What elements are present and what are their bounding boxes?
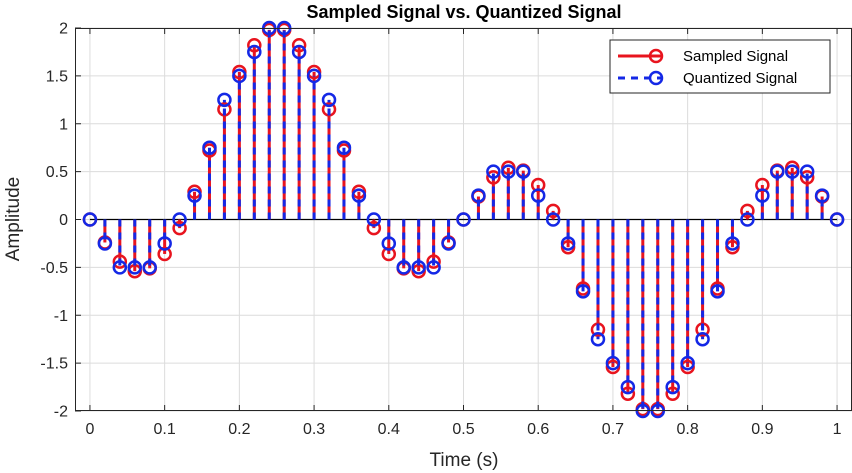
stem-marker [560, 236, 576, 251]
stem-marker [291, 44, 307, 60]
stem-marker [755, 177, 770, 193]
stem-marker [545, 203, 561, 219]
stem-marker [381, 236, 397, 251]
stem-marker [725, 236, 740, 251]
stem-marker [665, 386, 680, 402]
stem-marker [680, 355, 695, 371]
stem-marker [127, 260, 143, 275]
legend-box [609, 39, 831, 94]
stem-marker [501, 164, 516, 179]
y-axis-ticks: -2 -1.5 -1 -0.5 0 0.5 1 1.5 2 [40, 21, 81, 421]
y-axis-label: Amplitude [3, 177, 24, 262]
stem-marker [411, 260, 426, 275]
x-tick-label: 0.4 [378, 421, 400, 438]
stem-marker [366, 212, 382, 227]
y-tick-label: 1.5 [46, 68, 68, 85]
x-tick-label: 0.2 [228, 421, 250, 438]
x-tick-label: 0.9 [751, 421, 773, 438]
stem-marker [755, 188, 770, 203]
stem-marker [620, 379, 636, 395]
x-tick-label: 0.6 [527, 421, 549, 438]
stem-marker [396, 260, 411, 275]
legend: Sampled Signal Quantized Signal [609, 39, 831, 94]
y-tick-label: 0.5 [46, 164, 68, 181]
legend-marker [648, 70, 664, 86]
stem-marker [112, 254, 128, 269]
y-tick-label: 2 [59, 21, 68, 38]
stem-marker [157, 246, 172, 262]
x-axis-ticks: 0 0.1 0.2 0.3 0.4 0.5 0.6 0.7 0.8 0.9 1 [85, 28, 842, 438]
x-tick-label: 0.7 [602, 421, 624, 438]
y-tick-label: -1 [54, 308, 68, 325]
y-tick-label: -2 [54, 404, 68, 421]
y-tick-label: 1 [59, 116, 68, 133]
stem-marker [799, 170, 815, 185]
stem-marker [441, 236, 456, 251]
stem-marker [366, 220, 382, 236]
stem-marker [306, 68, 322, 84]
stem-marker [321, 92, 337, 108]
stem-marker [530, 188, 546, 203]
stem-marker [232, 68, 247, 84]
x-tick-label: 1 [833, 421, 842, 438]
y-tick-label: -0.5 [40, 260, 68, 277]
stem-marker [426, 260, 441, 275]
stem-marker [620, 386, 636, 402]
x-tick-label: 0.1 [154, 421, 176, 438]
stem-marker [545, 212, 561, 227]
stem-marker [695, 331, 710, 347]
stem-marker [530, 177, 546, 193]
stem-marker [172, 212, 187, 227]
stem-marker [516, 164, 531, 179]
stem-marker [814, 188, 830, 203]
stem-marker [202, 140, 217, 155]
stem-marker [217, 92, 232, 108]
stem-marker [187, 188, 202, 203]
legend-label: Quantized Signal [683, 70, 797, 87]
x-tick-label: 0.3 [303, 421, 325, 438]
stem-marker [710, 284, 725, 299]
stem-marker [575, 284, 591, 299]
stem-marker [291, 37, 307, 53]
stem-marker [665, 379, 680, 395]
stem-marker [351, 188, 367, 203]
chart-title: Sampled Signal vs. Quantized Signal [306, 2, 621, 22]
stem-marker [381, 246, 397, 262]
series-1 [82, 20, 845, 419]
stem-marker [247, 44, 262, 60]
stem-marker [336, 140, 352, 155]
x-tick-label: 0 [85, 421, 94, 438]
stem-marker [486, 170, 501, 185]
x-axis-label: Time (s) [430, 450, 499, 471]
y-tick-label: -1.5 [40, 356, 68, 373]
stem-marker [112, 260, 128, 275]
stem-marker [590, 331, 606, 347]
stem-marker [486, 164, 501, 179]
stem-marker [740, 212, 755, 227]
legend-label: Sampled Signal [683, 48, 788, 65]
stem-marker [740, 203, 755, 219]
stem-marker [605, 355, 621, 371]
stem-marker [157, 236, 172, 251]
stem-marker [784, 164, 800, 179]
stem-marker [247, 37, 262, 53]
x-tick-label: 0.5 [452, 421, 474, 438]
legend-marker [648, 48, 664, 64]
stem-marker [456, 212, 471, 227]
stem-marker [142, 260, 157, 275]
stem-marker [799, 164, 815, 179]
x-tick-label: 0.8 [677, 421, 699, 438]
stem-marker [471, 188, 486, 203]
stem-series [82, 20, 845, 419]
stem-marker [426, 254, 441, 269]
stem-marker [172, 220, 187, 236]
stem-marker [770, 164, 785, 179]
stem-marker [82, 212, 98, 227]
stem-marker [829, 212, 845, 227]
y-tick-label: 0 [59, 212, 68, 229]
stem-marker [97, 236, 113, 251]
